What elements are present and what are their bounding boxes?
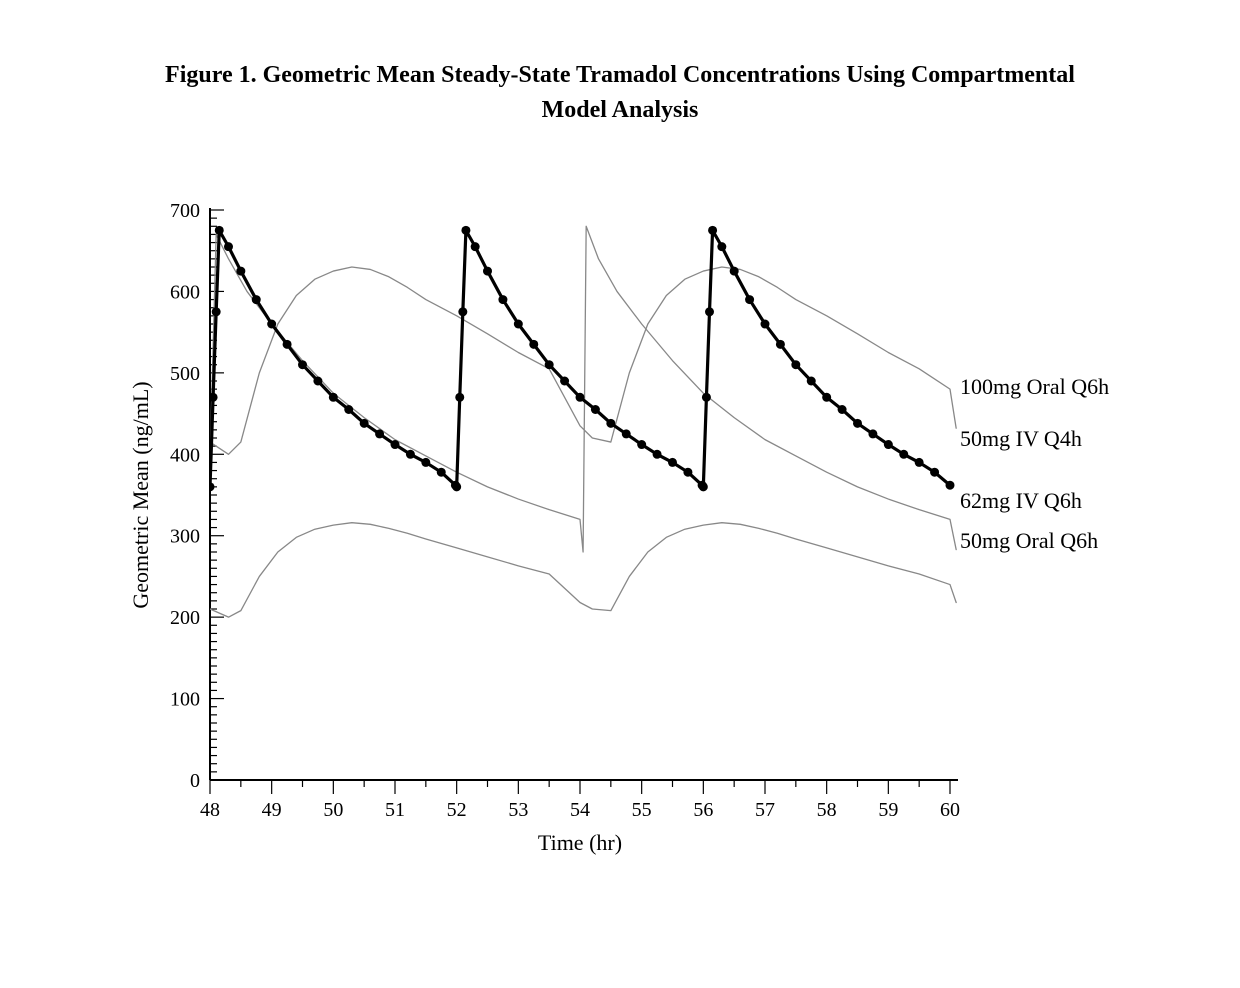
series-label: 50mg IV Q4h xyxy=(960,426,1082,451)
chart-container: 0 100 200 300 400 500 600 700 48 49 50 51 52 53 54 55 56… xyxy=(110,180,1150,880)
x-tick-label: 55 xyxy=(632,799,652,821)
series-line xyxy=(210,226,956,552)
x-tick-label: 56 xyxy=(693,799,713,821)
figure-title: Figure 1. Geometric Mean Steady-State Tr… xyxy=(70,58,1170,128)
series-label: 62mg IV Q6h xyxy=(960,488,1082,513)
chart-svg: 0 100 200 300 400 500 600 700 48 49 50 51 52 53 54 55 56… xyxy=(110,180,1150,880)
x-tick-label: 57 xyxy=(755,799,775,821)
y-tick-label: 200 xyxy=(170,607,200,629)
x-tick-label: 49 xyxy=(262,799,282,821)
x-axis-label: Time (hr) xyxy=(538,830,622,855)
y-tick-label: 300 xyxy=(170,526,200,548)
y-tick-label: 600 xyxy=(170,281,200,303)
figure-title-line2: Model Analysis xyxy=(542,97,699,123)
series-line xyxy=(210,230,950,487)
x-tick-label: 58 xyxy=(817,799,837,821)
x-tick-label: 53 xyxy=(508,799,528,821)
y-tick-label: 700 xyxy=(170,200,200,222)
series-label: 100mg Oral Q6h xyxy=(960,374,1109,399)
x-tick-label: 52 xyxy=(447,799,467,821)
plot-area xyxy=(206,226,957,617)
y-axis-label: Geometric Mean (ng/mL) xyxy=(128,381,153,608)
x-tick-label: 51 xyxy=(385,799,405,821)
x-tick-label: 59 xyxy=(878,799,898,821)
series-line xyxy=(210,267,956,454)
x-tick-label: 48 xyxy=(200,799,220,821)
x-tick-label: 50 xyxy=(323,799,343,821)
figure-title-line1: Figure 1. Geometric Mean Steady-State Tr… xyxy=(165,62,1075,88)
x-tick-label: 60 xyxy=(940,799,960,821)
series-label: 50mg Oral Q6h xyxy=(960,528,1098,553)
y-tick-label: 400 xyxy=(170,444,200,466)
page: Figure 1. Geometric Mean Steady-State Tr… xyxy=(0,0,1240,988)
y-tick-label: 0 xyxy=(190,770,200,792)
x-tick-label: 54 xyxy=(570,799,590,821)
y-tick-label: 100 xyxy=(170,689,200,711)
y-tick-label: 500 xyxy=(170,363,200,385)
